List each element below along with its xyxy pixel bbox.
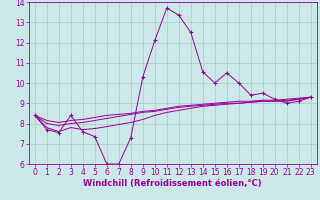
X-axis label: Windchill (Refroidissement éolien,°C): Windchill (Refroidissement éolien,°C): [84, 179, 262, 188]
